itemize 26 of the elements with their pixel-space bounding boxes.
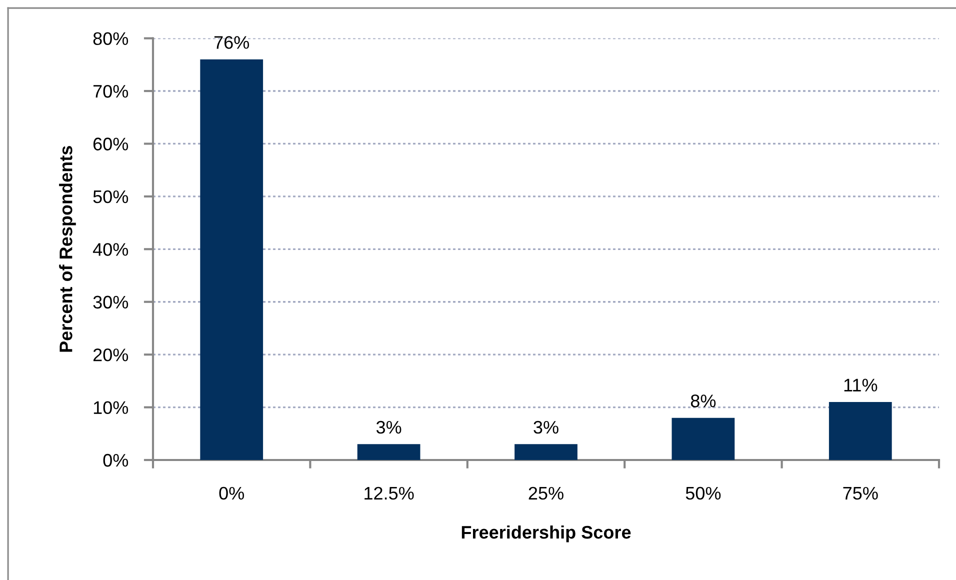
- y-tick-label: 20%: [93, 348, 128, 362]
- bar: [200, 59, 264, 460]
- data-label: 76%: [214, 36, 250, 49]
- bar: [672, 418, 735, 460]
- data-label: 3%: [376, 420, 402, 434]
- bar: [514, 444, 578, 460]
- x-tick-label: 50%: [686, 486, 721, 500]
- x-tick-label: 25%: [528, 486, 564, 500]
- y-tick-label: 50%: [93, 190, 128, 204]
- y-tick-label: 30%: [93, 296, 128, 309]
- data-label: 3%: [534, 420, 558, 434]
- data-label: 8%: [690, 394, 716, 408]
- bar: [357, 444, 420, 460]
- x-tick-label: 75%: [843, 486, 878, 500]
- y-tick-label: 70%: [93, 84, 128, 98]
- y-axis-title: Percent of Respondents: [59, 146, 76, 352]
- bar: [828, 402, 892, 460]
- y-tick-label: 0%: [103, 454, 128, 467]
- y-tick-label: 80%: [93, 32, 128, 46]
- y-tick-label: 40%: [92, 243, 128, 256]
- x-tick-label: 0%: [219, 486, 244, 500]
- x-tick-label: 12.5%: [364, 486, 414, 500]
- y-tick-label: 10%: [94, 401, 128, 414]
- data-label: 11%: [844, 378, 878, 392]
- x-axis-title: Freeridership Score: [462, 525, 631, 542]
- y-tick-label: 60%: [93, 138, 128, 150]
